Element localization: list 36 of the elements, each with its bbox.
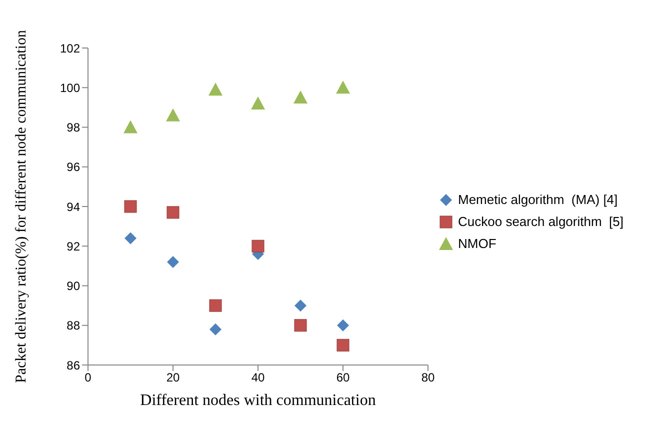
point — [251, 96, 265, 110]
y-tick-label: 90 — [66, 279, 80, 294]
x-tick-label: 0 — [84, 370, 92, 385]
y-tick-label: 98 — [66, 120, 80, 135]
point — [294, 300, 306, 312]
point — [294, 319, 307, 332]
point — [337, 319, 349, 332]
point — [208, 82, 222, 96]
x-tick-label: 20 — [166, 370, 180, 385]
point — [166, 108, 180, 122]
legend-label: NMOF — [458, 234, 496, 252]
point — [210, 323, 222, 336]
point — [167, 256, 179, 268]
y-tick-label: 100 — [60, 80, 80, 95]
y-axis-title: Packet delivery ratio(%) for different node communication — [13, 30, 30, 383]
point — [252, 240, 264, 252]
point — [124, 200, 137, 213]
x-tick-label: 80 — [421, 370, 435, 385]
point — [124, 232, 136, 244]
y-tick-label: 102 — [60, 41, 80, 56]
y-tick-label: 94 — [66, 200, 80, 214]
point — [336, 338, 350, 352]
y-tick-label: 86 — [66, 358, 80, 372]
x-axis-title: Different nodes with communication — [140, 392, 376, 409]
y-tick-label: 92 — [66, 239, 80, 254]
y-tick-label: 88 — [66, 318, 80, 333]
legend-label: Cuckoo search algorithm [5] — [458, 212, 624, 231]
legend-label: Memetic algorithm (MA) [4] — [458, 190, 618, 209]
point — [124, 120, 138, 134]
point — [166, 206, 180, 219]
x-tick-label: 40 — [251, 370, 265, 385]
point — [336, 80, 350, 94]
y-tick-label: 96 — [66, 160, 80, 174]
point — [294, 90, 308, 104]
point — [209, 299, 222, 312]
x-tick-label: 60 — [336, 370, 350, 385]
